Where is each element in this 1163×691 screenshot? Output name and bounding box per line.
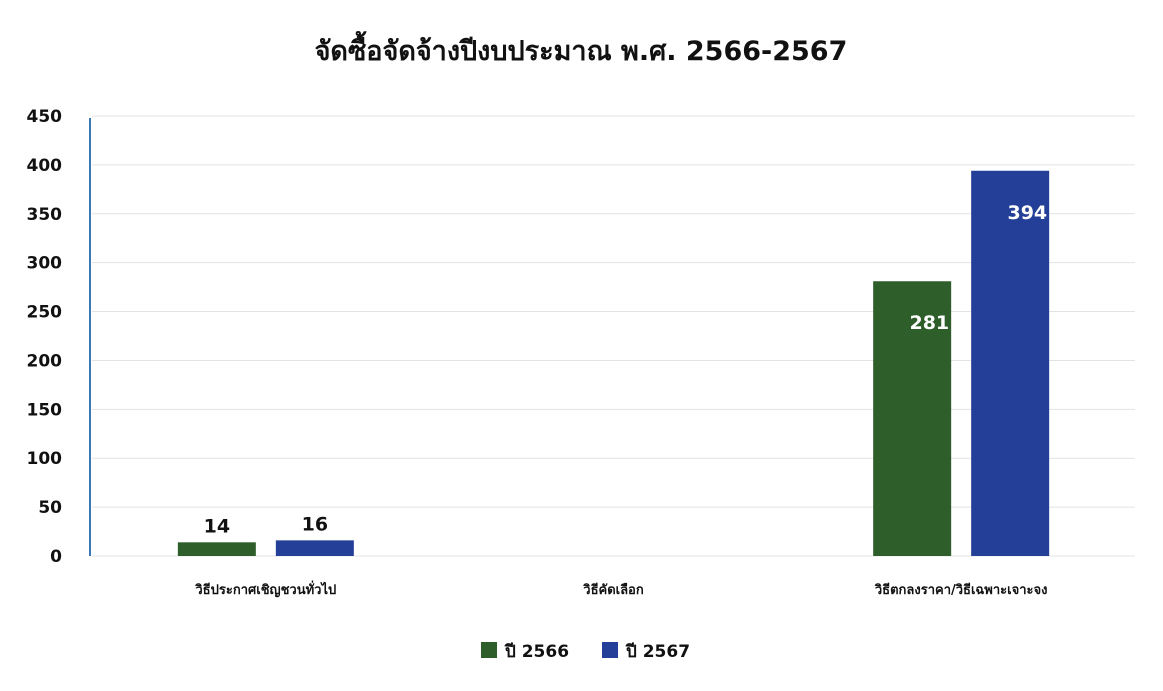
- y-tick-label: 0: [50, 547, 62, 567]
- y-tick-label: 250: [27, 303, 63, 323]
- y-tick-label: 50: [38, 498, 62, 518]
- y-tick-label: 450: [27, 107, 63, 127]
- y-tick-label: 350: [27, 205, 63, 225]
- x-tick-label: วิธีคัดเลือก: [583, 582, 644, 598]
- y-axis-ticks: 0 50 100 150 200 250 300 350 400 450: [27, 107, 63, 567]
- y-tick-label: 200: [27, 351, 63, 371]
- bar: [873, 281, 952, 556]
- x-tick-label: วิธีประกาศเชิญชวนทั่วไป: [195, 580, 337, 598]
- legend-label: ปี 2566: [504, 641, 569, 662]
- bars: [177, 170, 1050, 556]
- y-tick-label: 300: [27, 254, 63, 274]
- x-axis-ticks: วิธีประกาศเชิญชวนทั่วไป วิธีคัดเลือก วิธีต…: [195, 580, 1048, 598]
- bar: [177, 542, 256, 556]
- data-labels: 14 16 281 394: [204, 202, 1048, 538]
- legend-swatch: [481, 642, 497, 658]
- bar: [275, 540, 354, 556]
- legend-swatch: [602, 642, 618, 658]
- legend: ปี 2566 ปี 2567: [481, 641, 690, 662]
- bar: [971, 170, 1050, 556]
- gridlines: [92, 115, 1135, 557]
- y-tick-label: 400: [27, 156, 63, 176]
- data-label: 281: [909, 312, 949, 334]
- x-tick-label: วิธีตกลงราคา/วิธีเฉพาะเจาะจง: [874, 582, 1047, 598]
- chart-title: จัดซื้อจัดจ้างปีงบประมาณ พ.ศ. 2566-2567: [315, 30, 848, 67]
- data-label: 394: [1007, 202, 1047, 224]
- data-label: 14: [204, 515, 230, 537]
- y-tick-label: 150: [27, 400, 63, 420]
- y-tick-label: 100: [27, 449, 63, 469]
- legend-label: ปี 2567: [625, 641, 690, 662]
- data-label: 16: [302, 513, 328, 535]
